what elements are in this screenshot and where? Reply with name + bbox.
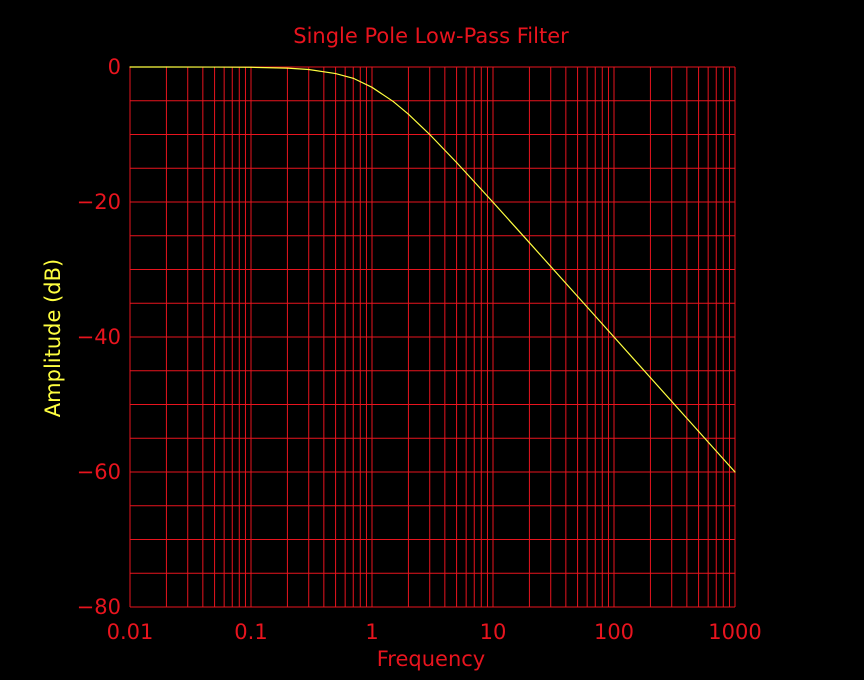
data-point xyxy=(334,72,337,75)
data-point xyxy=(697,430,700,432)
data-point xyxy=(576,295,579,297)
x-tick-label: 10 xyxy=(480,620,507,644)
x-axis-label: Frequency xyxy=(377,647,486,671)
x-tick-label: 0.1 xyxy=(234,620,267,644)
data-point xyxy=(392,100,394,103)
grid-layer xyxy=(129,66,736,608)
y-tick-label: −60 xyxy=(77,460,121,484)
data-point xyxy=(308,68,310,71)
data-point xyxy=(528,242,531,244)
data-point xyxy=(613,336,615,338)
data-point xyxy=(213,66,216,68)
x-tick-label: 0.01 xyxy=(107,620,154,644)
x-tick-labels: 0.01 0.1 1 10 100 1000 xyxy=(107,620,762,644)
data-point xyxy=(250,66,252,68)
x-tick-label: 100 xyxy=(594,620,634,644)
data-point xyxy=(286,67,289,69)
data-point xyxy=(473,181,475,183)
curve-layer xyxy=(129,66,736,473)
data-point xyxy=(371,86,373,88)
y-tick-label: −40 xyxy=(77,325,121,349)
y-tick-label: −20 xyxy=(77,190,121,214)
y-tick-label: −80 xyxy=(77,595,121,619)
y-axis-label: Amplitude (dB) xyxy=(41,259,65,417)
data-point xyxy=(429,133,431,136)
data-point xyxy=(455,161,458,164)
y-tick-labels: 0 −20 −40 −60 −80 xyxy=(77,55,121,619)
data-point xyxy=(352,77,354,79)
data-point xyxy=(407,113,410,115)
data-point xyxy=(129,66,131,68)
x-tick-label: 1000 xyxy=(708,620,761,644)
data-point xyxy=(649,377,652,379)
chart-title: Single Pole Low-Pass Filter xyxy=(293,24,569,48)
data-point xyxy=(165,66,168,68)
data-point xyxy=(734,471,736,473)
x-tick-label: 1 xyxy=(365,620,378,644)
y-tick-label: 0 xyxy=(108,55,121,79)
data-point xyxy=(492,201,494,203)
